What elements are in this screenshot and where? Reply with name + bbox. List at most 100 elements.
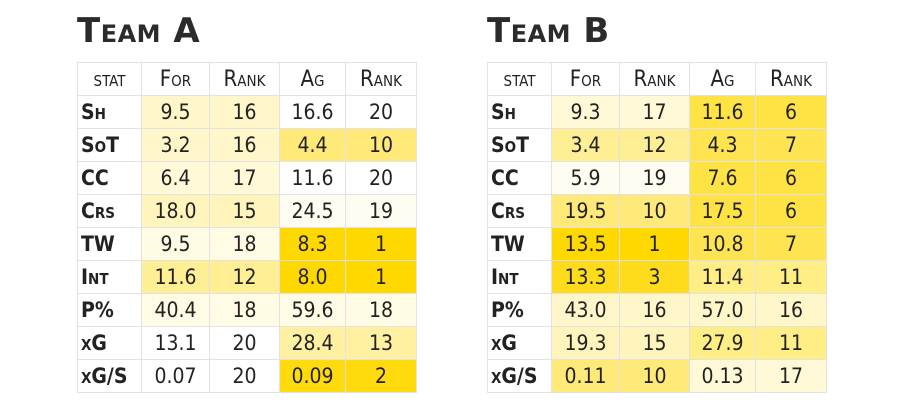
table-row: TW 9.5 18 8.3 1 — [77, 227, 417, 261]
header-ag-rank: Rank — [755, 62, 827, 96]
for-value: 3.4 — [551, 128, 620, 162]
stat-label: Sh — [487, 95, 552, 129]
against-value: 16.6 — [279, 95, 346, 129]
for-rank: 18 — [209, 227, 280, 261]
header-for-rank: Rank — [619, 62, 690, 96]
against-rank: 16 — [755, 293, 827, 327]
team-a-title: Team A — [77, 11, 201, 51]
table-row: Sh 9.3 17 11.6 6 — [487, 95, 827, 129]
for-value: 9.3 — [551, 95, 620, 129]
against-value: 11.6 — [279, 161, 346, 195]
stat-label: Crs — [487, 194, 552, 228]
against-value: 57.0 — [689, 293, 756, 327]
stat-label: P% — [487, 293, 552, 327]
header-ag-rank: Rank — [345, 62, 417, 96]
table-row: P% 40.4 18 59.6 18 — [77, 293, 417, 327]
against-value: 4.4 — [279, 128, 346, 162]
table-row: xG 13.1 20 28.4 13 — [77, 326, 417, 360]
header-stat: stat — [77, 62, 142, 96]
table-row: xG/S 0.11 10 0.13 17 — [487, 359, 827, 393]
table-row: CC 6.4 17 11.6 20 — [77, 161, 417, 195]
stat-label: xG — [77, 326, 142, 360]
stat-label: Int — [77, 260, 142, 294]
table-row: Crs 19.5 10 17.5 6 — [487, 194, 827, 228]
against-value: 0.13 — [689, 359, 756, 393]
against-rank: 6 — [755, 194, 827, 228]
header-stat: stat — [487, 62, 552, 96]
header-row: stat For Rank Ag Rank — [77, 62, 417, 96]
table-row: SoT 3.2 16 4.4 10 — [77, 128, 417, 162]
for-value: 13.3 — [551, 260, 620, 294]
for-rank: 10 — [619, 359, 690, 393]
stat-label: Sh — [77, 95, 142, 129]
table-row: Int 13.3 3 11.4 11 — [487, 260, 827, 294]
against-rank: 13 — [345, 326, 417, 360]
for-value: 0.07 — [141, 359, 210, 393]
team-a-table: stat For Rank Ag Rank Sh 9.5 16 16.6 20 SoT 3.2 16 4… — [77, 62, 417, 393]
for-value: 43.0 — [551, 293, 620, 327]
for-rank: 20 — [209, 359, 280, 393]
against-value: 24.5 — [279, 194, 346, 228]
for-rank: 16 — [209, 128, 280, 162]
against-rank: 20 — [345, 161, 417, 195]
against-rank: 11 — [755, 326, 827, 360]
for-rank: 10 — [619, 194, 690, 228]
team-a-panel: Team A stat For Rank Ag Rank Sh 9.5 16 16.6 20 So… — [77, 0, 417, 393]
stat-label: SoT — [77, 128, 142, 162]
against-rank: 17 — [755, 359, 827, 393]
table-row: xG/S 0.07 20 0.09 2 — [77, 359, 417, 393]
stat-label: TW — [487, 227, 552, 261]
stat-label: TW — [77, 227, 142, 261]
team-b-panel: Team B stat For Rank Ag Rank Sh 9.3 17 11.6 6 SoT… — [487, 0, 827, 393]
stat-label: P% — [77, 293, 142, 327]
stat-label: Crs — [77, 194, 142, 228]
for-rank: 19 — [619, 161, 690, 195]
against-rank: 6 — [755, 95, 827, 129]
against-value: 28.4 — [279, 326, 346, 360]
against-value: 7.6 — [689, 161, 756, 195]
against-rank: 7 — [755, 227, 827, 261]
for-rank: 12 — [619, 128, 690, 162]
for-rank: 12 — [209, 260, 280, 294]
table-row: xG 19.3 15 27.9 11 — [487, 326, 827, 360]
stat-label: xG/S — [487, 359, 552, 393]
for-rank: 16 — [209, 95, 280, 129]
against-value: 11.6 — [689, 95, 756, 129]
against-value: 10.8 — [689, 227, 756, 261]
stat-label: SoT — [487, 128, 552, 162]
header-row: stat For Rank Ag Rank — [487, 62, 827, 96]
against-value: 59.6 — [279, 293, 346, 327]
for-value: 0.11 — [551, 359, 620, 393]
against-value: 11.4 — [689, 260, 756, 294]
against-rank: 10 — [345, 128, 417, 162]
for-value: 9.5 — [141, 95, 210, 129]
for-rank: 20 — [209, 326, 280, 360]
for-rank: 16 — [619, 293, 690, 327]
header-for: For — [141, 62, 210, 96]
against-rank: 1 — [345, 260, 417, 294]
against-rank: 7 — [755, 128, 827, 162]
against-rank: 20 — [345, 95, 417, 129]
team-b-title: Team B — [487, 11, 610, 51]
against-value: 4.3 — [689, 128, 756, 162]
header-ag: Ag — [279, 62, 346, 96]
against-rank: 6 — [755, 161, 827, 195]
header-ag: Ag — [689, 62, 756, 96]
table-row: SoT 3.4 12 4.3 7 — [487, 128, 827, 162]
against-rank: 2 — [345, 359, 417, 393]
for-rank: 18 — [209, 293, 280, 327]
stat-label: xG/S — [77, 359, 142, 393]
stat-label: Int — [487, 260, 552, 294]
for-rank: 15 — [209, 194, 280, 228]
against-value: 0.09 — [279, 359, 346, 393]
against-value: 27.9 — [689, 326, 756, 360]
team-b-table: stat For Rank Ag Rank Sh 9.3 17 11.6 6 SoT 3.4 12 4.… — [487, 62, 827, 393]
against-rank: 19 — [345, 194, 417, 228]
table-row: P% 43.0 16 57.0 16 — [487, 293, 827, 327]
table-row: Sh 9.5 16 16.6 20 — [77, 95, 417, 129]
for-value: 5.9 — [551, 161, 620, 195]
for-value: 9.5 — [141, 227, 210, 261]
table-row: TW 13.5 1 10.8 7 — [487, 227, 827, 261]
stat-label: CC — [77, 161, 142, 195]
table-row: Int 11.6 12 8.0 1 — [77, 260, 417, 294]
